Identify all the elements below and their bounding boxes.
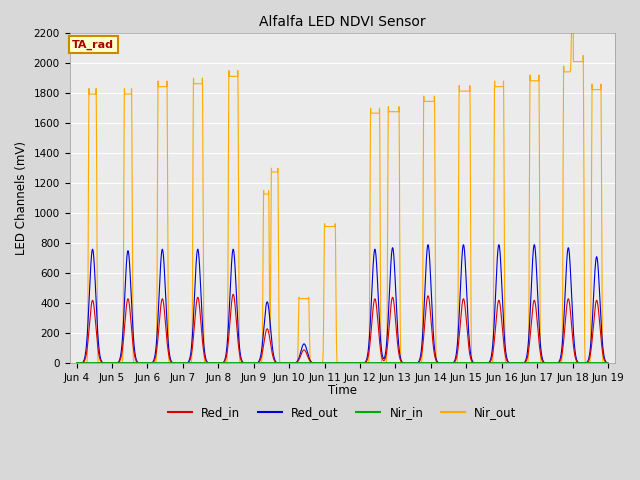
Nir_out bbox=[312, 360, 319, 366]
Nir_in bbox=[412, 360, 420, 365]
Nir_in bbox=[603, 360, 611, 365]
Nir_out bbox=[349, 360, 356, 366]
Nir_out bbox=[604, 360, 612, 366]
Nir_in bbox=[312, 360, 319, 365]
Red_out bbox=[603, 360, 611, 366]
Red_out bbox=[312, 360, 319, 366]
Y-axis label: LED Channels (mV): LED Channels (mV) bbox=[15, 141, 28, 255]
Nir_out bbox=[568, 30, 575, 36]
Red_in bbox=[534, 333, 542, 339]
Nir_in bbox=[597, 360, 605, 365]
Nir_in bbox=[549, 360, 557, 365]
Red_out bbox=[73, 360, 81, 366]
Red_in bbox=[603, 360, 611, 366]
X-axis label: Time: Time bbox=[328, 384, 356, 397]
Red_out bbox=[531, 242, 538, 248]
Legend: Red_in, Red_out, Nir_in, Nir_out: Red_in, Red_out, Nir_in, Nir_out bbox=[163, 401, 521, 423]
Title: Alfalfa LED NDVI Sensor: Alfalfa LED NDVI Sensor bbox=[259, 15, 426, 29]
Red_in bbox=[412, 360, 420, 366]
Nir_out bbox=[73, 360, 81, 366]
Red_in bbox=[335, 360, 343, 366]
Red_in bbox=[73, 360, 81, 366]
Line: Red_in: Red_in bbox=[77, 294, 608, 363]
Red_in bbox=[229, 291, 237, 297]
Red_out bbox=[597, 314, 605, 320]
Red_in bbox=[312, 360, 319, 366]
Nir_in bbox=[73, 360, 81, 365]
Red_out bbox=[534, 309, 542, 314]
Nir_in bbox=[604, 360, 612, 365]
Red_out bbox=[335, 360, 343, 366]
Nir_out bbox=[412, 360, 420, 366]
Red_out bbox=[549, 360, 557, 366]
Nir_out bbox=[603, 360, 611, 366]
Red_in bbox=[604, 360, 612, 366]
Red_in bbox=[597, 333, 605, 339]
Nir_out bbox=[549, 360, 557, 366]
Text: TA_rad: TA_rad bbox=[72, 40, 115, 50]
Nir_in bbox=[534, 360, 542, 365]
Red_in bbox=[549, 360, 557, 366]
Line: Red_out: Red_out bbox=[77, 245, 608, 363]
Red_out bbox=[604, 360, 612, 366]
Nir_out bbox=[534, 78, 542, 84]
Nir_out bbox=[597, 87, 605, 93]
Red_out bbox=[412, 360, 420, 366]
Line: Nir_out: Nir_out bbox=[77, 33, 608, 363]
